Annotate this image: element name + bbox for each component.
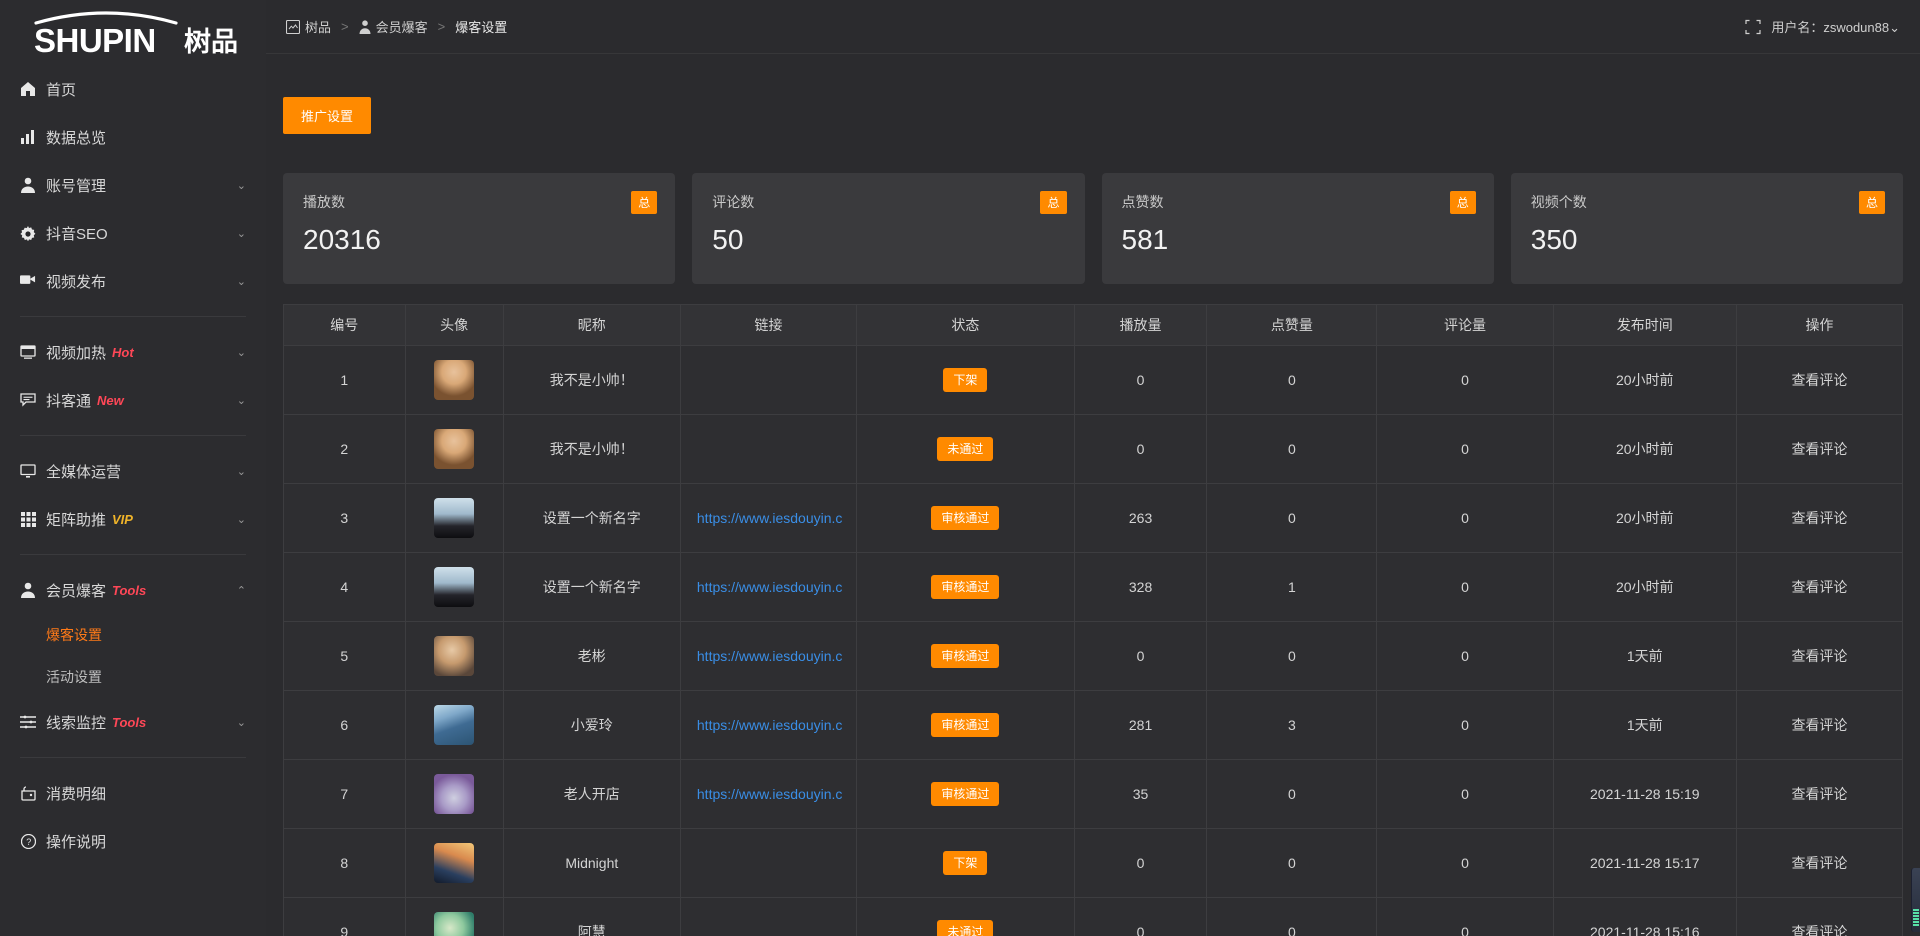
svg-text:树品: 树品 xyxy=(184,27,238,56)
svg-text:SHUPIN: SHUPIN xyxy=(34,22,156,56)
svg-text:?: ? xyxy=(26,837,31,847)
